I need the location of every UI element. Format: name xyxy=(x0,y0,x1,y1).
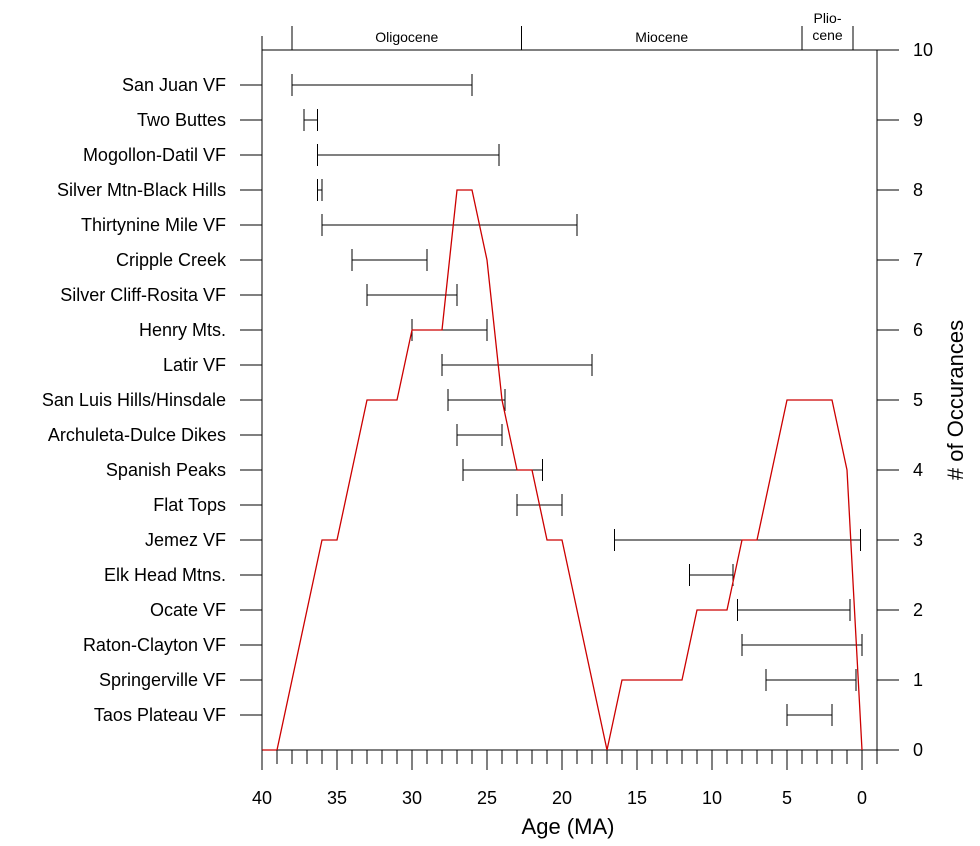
category-label: Latir VF xyxy=(163,355,226,375)
category-label: Archuleta-Dulce Dikes xyxy=(48,425,226,445)
category-label: San Luis Hills/Hinsdale xyxy=(42,390,226,410)
y-tick-label: 2 xyxy=(913,600,923,620)
category-label: Thirtynine Mile VF xyxy=(81,215,226,235)
category-label: Raton-Clayton VF xyxy=(83,635,226,655)
age-ranges: San Juan VF Two Buttes Mogollon-Datil VF Si… xyxy=(42,74,863,726)
epoch-label: Miocene xyxy=(635,29,688,45)
x-tick-label: 40 xyxy=(252,788,272,808)
category-label: Henry Mts. xyxy=(139,320,226,340)
x-tick-label: 25 xyxy=(477,788,497,808)
y-tick-label: 8 xyxy=(913,180,923,200)
x-tick-label: 20 xyxy=(552,788,572,808)
y-tick-label: 6 xyxy=(913,320,923,340)
x-axis-title: Age (MA) xyxy=(522,814,615,839)
category-label: Silver Mtn-Black Hills xyxy=(57,180,226,200)
y-tick-label: 0 xyxy=(913,740,923,760)
category-label: Flat Tops xyxy=(153,495,226,515)
x-tick-label: 10 xyxy=(702,788,722,808)
category-label: Silver Cliff-Rosita VF xyxy=(60,285,226,305)
y-tick-label: 3 xyxy=(913,530,923,550)
epoch-label: Oligocene xyxy=(375,29,438,45)
category-label: Jemez VF xyxy=(145,530,226,550)
x-tick-label: 30 xyxy=(402,788,422,808)
x-tick-label: 35 xyxy=(327,788,347,808)
category-label: Elk Head Mtns. xyxy=(104,565,226,585)
y-tick-label: 4 xyxy=(913,460,923,480)
y-tick-label: 5 xyxy=(913,390,923,410)
y-tick-label: 10 xyxy=(913,40,933,60)
category-label: Two Buttes xyxy=(137,110,226,130)
category-label: Taos Plateau VF xyxy=(94,705,226,725)
y-tick-label: 9 xyxy=(913,110,923,130)
occurrence-series xyxy=(262,189,863,751)
y-axis-title: # of Occurances xyxy=(943,320,968,480)
category-label: Cripple Creek xyxy=(116,250,227,270)
category-label: Ocate VF xyxy=(150,600,226,620)
category-label: Spanish Peaks xyxy=(106,460,226,480)
series-line xyxy=(262,189,863,751)
x-tick-label: 5 xyxy=(782,788,792,808)
epoch-label: cene xyxy=(812,27,843,43)
x-tick-label: 0 xyxy=(857,788,867,808)
category-label: San Juan VF xyxy=(122,75,226,95)
epoch-band: Oligocene Miocene Plio-cene xyxy=(261,10,877,51)
y-tick-label: 1 xyxy=(913,670,923,690)
category-label: Mogollon-Datil VF xyxy=(83,145,226,165)
epoch-label: Plio- xyxy=(813,10,841,26)
y-tick-label: 7 xyxy=(913,250,923,270)
x-tick-label: 15 xyxy=(627,788,647,808)
axes: 40 35 30 25 20 15 10 5 0 0 1 2 3 4 5 6 7 8 9 10 xyxy=(252,40,933,808)
category-label: Springerville VF xyxy=(99,670,226,690)
